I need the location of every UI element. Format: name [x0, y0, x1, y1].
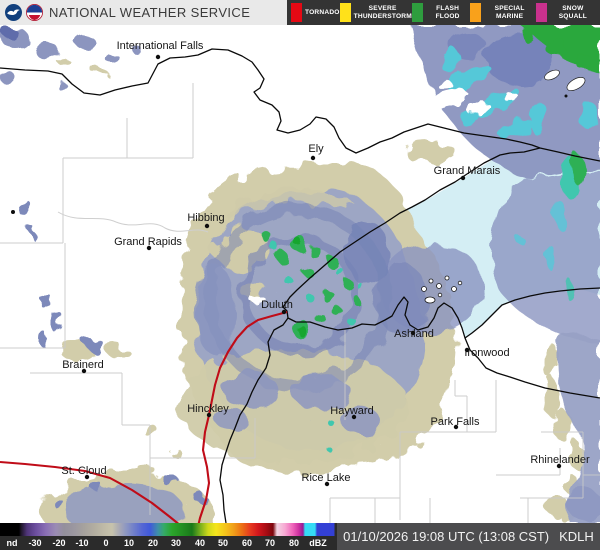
city-label: Rice Lake [302, 472, 351, 484]
reflectivity-scale: nd -30 -20 -10 0 10 20 30 40 50 60 70 80… [0, 523, 337, 550]
severe-thunderstorm-swatch [339, 3, 351, 22]
scale-tick: -30 [28, 538, 42, 548]
city-label: Hibbing [187, 212, 224, 224]
scattered-flurries [21, 198, 206, 510]
scale-tick: 70 [264, 538, 276, 548]
scale-tick: nd [6, 538, 18, 548]
city-dot [310, 155, 316, 161]
city-dot [81, 368, 87, 374]
city-label: Rhinelander [530, 454, 590, 466]
city-label: Ashland [394, 328, 434, 340]
special-marine-swatch [469, 3, 481, 22]
canadian-lakes [544, 69, 586, 98]
legend-item-special-marine: SPECIAL MARINE [469, 3, 536, 22]
city-dot [146, 245, 152, 251]
scale-tick: 10 [123, 538, 135, 548]
city-dot [84, 474, 90, 480]
scale-tick: dBZ [309, 538, 327, 548]
city-label: Hayward [330, 405, 373, 417]
city-label: Grand Marais [434, 165, 501, 177]
city-dot [460, 175, 466, 181]
city-label: Ironwood [464, 347, 509, 359]
tornado-swatch [291, 3, 302, 22]
agency-title: NATIONAL WEATHER SERVICE [49, 5, 251, 20]
noaa-logo-icon [5, 4, 22, 21]
interstate-35 [192, 310, 288, 550]
warning-legend: TORNADO SEVERE THUNDERSTORM FLASH FLOOD … [287, 0, 600, 25]
city-dot [410, 330, 416, 336]
scale-tick: 60 [241, 538, 253, 548]
city-dot [281, 309, 287, 315]
city-label: St. Cloud [61, 465, 106, 477]
city-label: International Falls [117, 40, 204, 52]
legend-item-snow-squall: SNOW SQUALL [535, 3, 596, 22]
flash-flood-swatch [411, 3, 423, 22]
city-dot [351, 414, 357, 420]
radar-echo-mixed-precip [263, 25, 600, 451]
county-lines [0, 83, 600, 523]
canada-border [0, 48, 541, 154]
scale-tick: -10 [75, 538, 89, 548]
scale-tick: 50 [217, 538, 229, 548]
scale-tick: -20 [52, 538, 66, 548]
city-label: Park Falls [431, 416, 480, 428]
state-borders [0, 48, 600, 524]
city-label: Duluth [261, 299, 293, 311]
city-dot [556, 463, 562, 469]
scale-tick: 40 [194, 538, 206, 548]
city-dot [11, 210, 15, 214]
legend-item-severe-thunderstorm: SEVERE THUNDERSTORM [339, 3, 412, 22]
city-label: Brainerd [62, 359, 104, 371]
scale-tick: 80 [288, 538, 300, 548]
city-dot [204, 223, 210, 229]
station-id: KDLH [559, 529, 594, 544]
apostle-islands [421, 275, 463, 304]
scale-tick: 30 [170, 538, 182, 548]
top-bar: NATIONAL WEATHER SERVICE TORNADO SEVERE … [0, 0, 600, 25]
legend-item-flash-flood: FLASH FLOOD [411, 3, 470, 22]
river-line [57, 211, 209, 233]
snow-squall-swatch [535, 3, 547, 22]
nws-branding: NATIONAL WEATHER SERVICE [0, 0, 287, 25]
city-dot [155, 54, 161, 60]
scale-tick: 20 [147, 538, 159, 548]
city-dot [453, 424, 459, 430]
city-label: Grand Rapids [114, 236, 182, 248]
city-dot [206, 412, 212, 418]
city-dot [324, 481, 330, 487]
city-dots [11, 54, 562, 487]
nws-logo-icon [26, 4, 43, 21]
wi-mi-border [464, 337, 600, 399]
reflectivity-tick-labels: nd -30 -20 -10 0 10 20 30 40 50 60 70 80… [0, 536, 337, 550]
reflectivity-gradient [0, 523, 337, 536]
echo-free-patches [250, 81, 518, 304]
status-bar: 01/10/2026 19:08 UTC (13:08 CST) KDLH [337, 523, 600, 550]
radar-map[interactable]: International Falls Ely Grand Marais Hib… [0, 25, 600, 550]
lake-south-shore [282, 287, 600, 339]
legend-item-tornado: TORNADO [291, 3, 340, 22]
city-labels: International Falls Ely Grand Marais Hib… [61, 40, 590, 484]
city-label: Hinckley [187, 403, 229, 415]
timestamp: 01/10/2026 19:08 UTC (13:08 CST) [343, 529, 550, 544]
lake-north-shore [282, 147, 541, 308]
lake-top-edge [539, 147, 600, 162]
city-dot [464, 347, 470, 353]
city-label: Ely [308, 143, 324, 155]
scale-tick: 0 [103, 538, 109, 548]
mn-wi-border [219, 317, 289, 524]
